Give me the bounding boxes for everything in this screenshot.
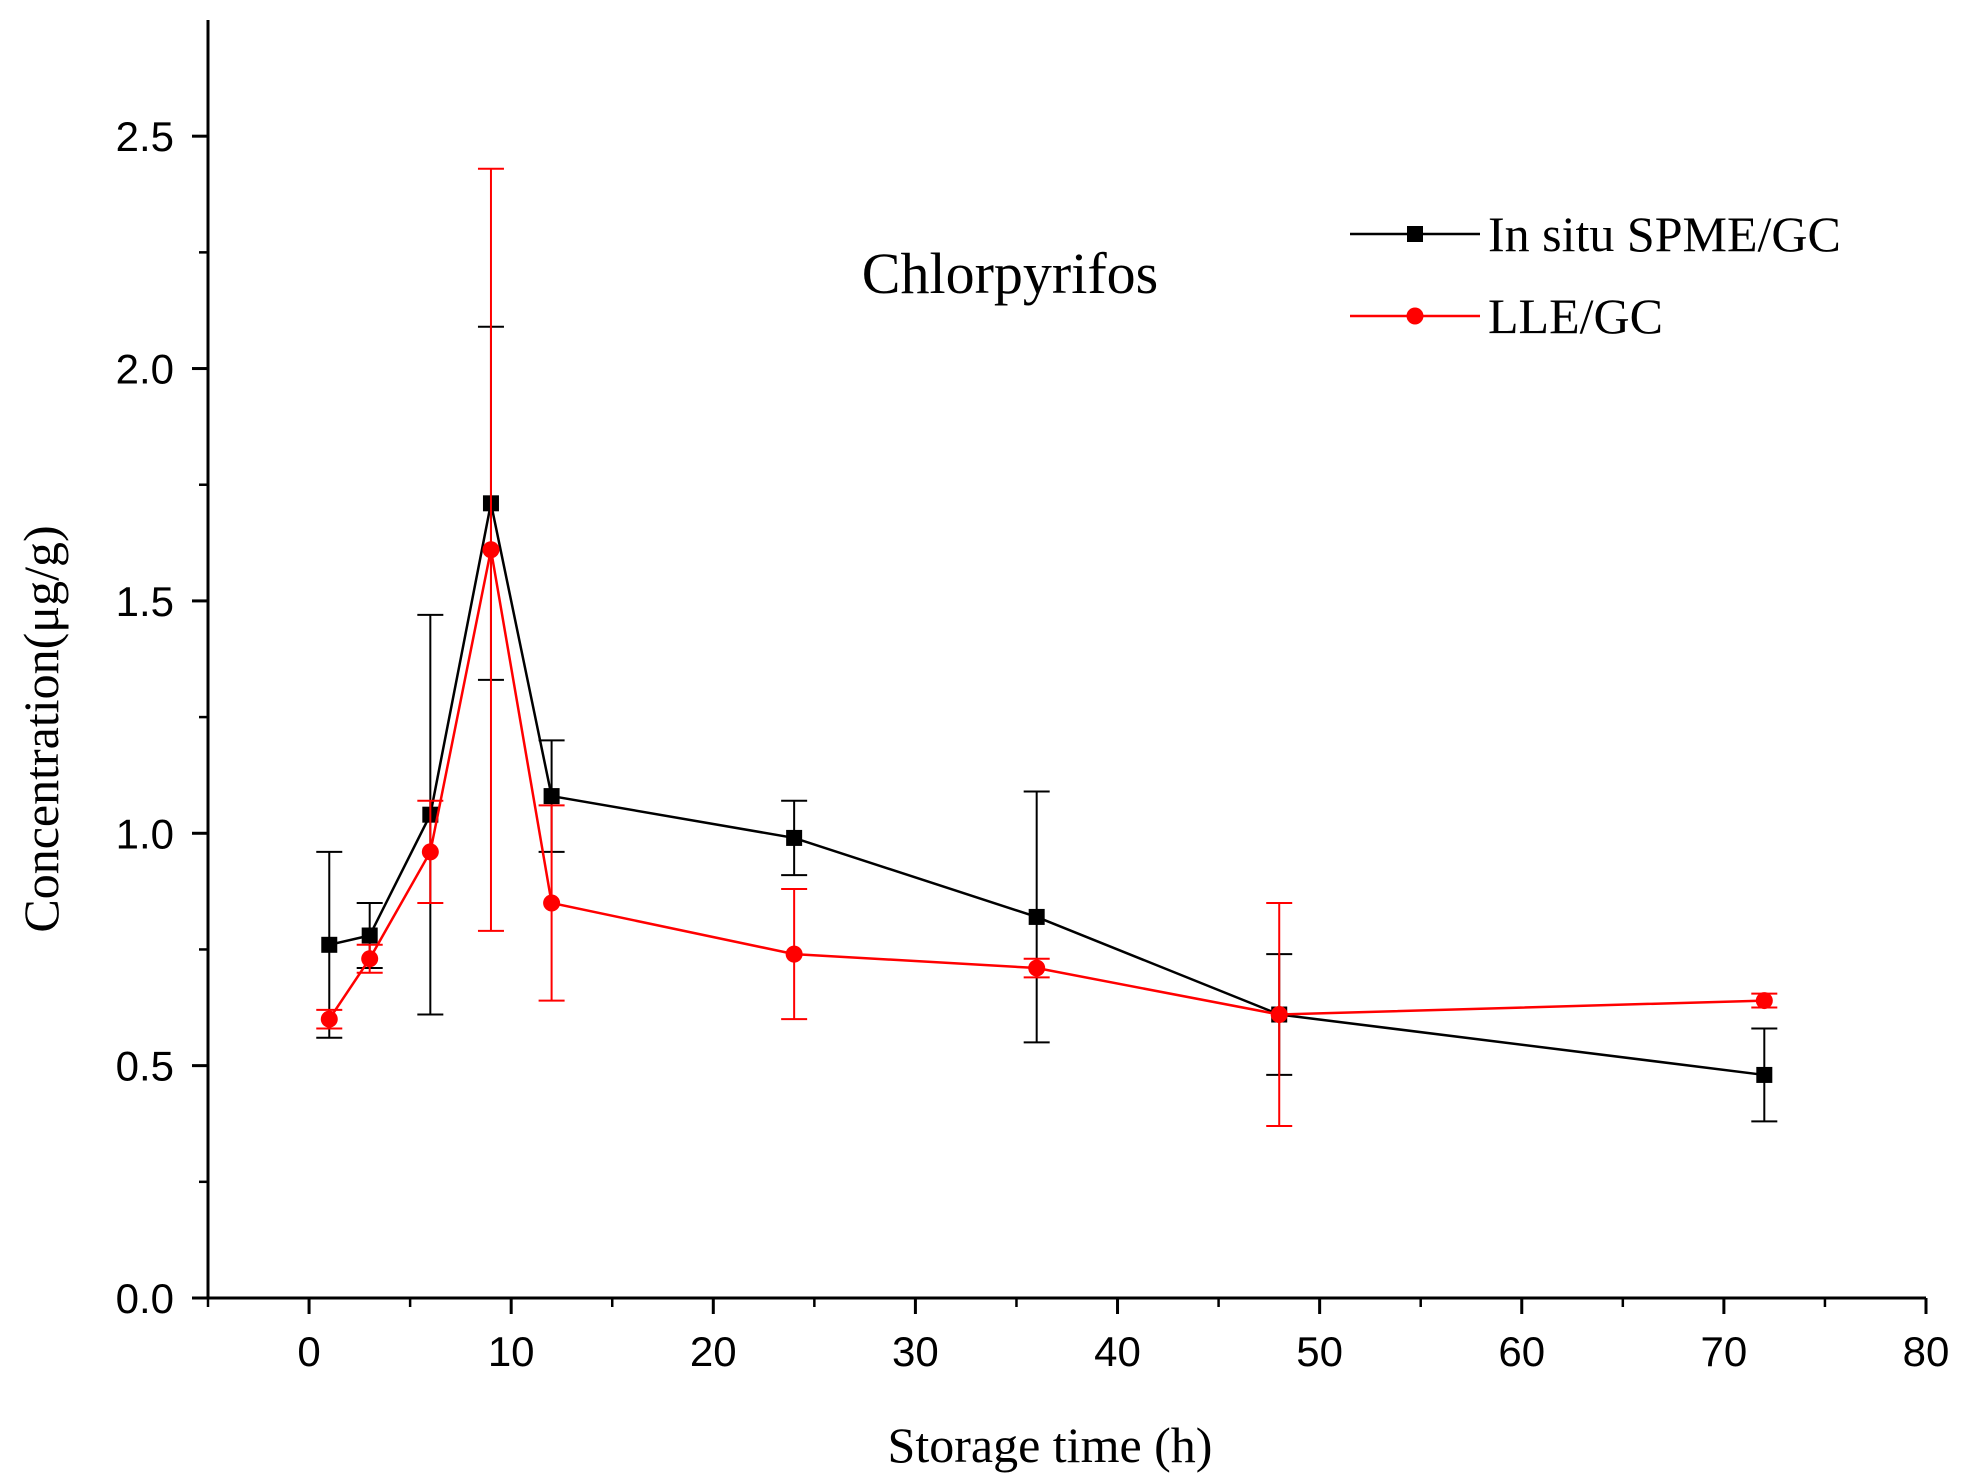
x-tick-label: 70 bbox=[1701, 1328, 1748, 1375]
legend-marker bbox=[1406, 307, 1424, 325]
x-tick-label: 20 bbox=[690, 1328, 737, 1375]
x-tick-label: 30 bbox=[892, 1328, 939, 1375]
data-point bbox=[361, 927, 378, 944]
legend-label: In situ SPME/GC bbox=[1488, 206, 1841, 262]
x-axis-title: Storage time (h) bbox=[888, 1417, 1213, 1473]
legend-marker bbox=[1407, 226, 1423, 242]
series-spme bbox=[316, 325, 1778, 1123]
y-tick-label: 2.5 bbox=[116, 113, 174, 160]
series-line bbox=[328, 549, 1765, 1020]
data-point bbox=[1028, 959, 1046, 977]
data-point bbox=[785, 945, 803, 963]
x-tick-label: 40 bbox=[1094, 1328, 1141, 1375]
x-tick-label: 0 bbox=[297, 1328, 320, 1375]
y-axis-title: Concentration(μg/g) bbox=[13, 525, 69, 932]
y-tick-label: 1.5 bbox=[116, 578, 174, 625]
data-point bbox=[321, 936, 338, 953]
data-point bbox=[543, 788, 560, 805]
data-point bbox=[361, 950, 379, 968]
axis-ticks: 0 10 20 30 40 50 60 70 80 0.0 0.5 1.0 1.5 2.0 2.5 bbox=[116, 113, 1950, 1375]
x-tick-label: 60 bbox=[1498, 1328, 1545, 1375]
data-point bbox=[421, 843, 439, 861]
legend-label: LLE/GC bbox=[1488, 288, 1663, 344]
legend-item: LLE/GC bbox=[1350, 288, 1663, 344]
data-point bbox=[1756, 1066, 1773, 1083]
y-tick-label: 1.0 bbox=[116, 810, 174, 857]
x-tick-label: 10 bbox=[488, 1328, 535, 1375]
legend-item: In situ SPME/GC bbox=[1350, 206, 1841, 262]
data-point bbox=[320, 1010, 338, 1028]
y-tick-label: 0.0 bbox=[116, 1275, 174, 1322]
data-point bbox=[543, 894, 561, 912]
data-point bbox=[786, 829, 803, 846]
y-tick-label: 0.5 bbox=[116, 1043, 174, 1090]
series-layer bbox=[316, 167, 1778, 1128]
axes bbox=[206, 20, 1926, 1300]
legend: In situ SPME/GC LLE/GC bbox=[1350, 206, 1841, 344]
x-tick-label: 80 bbox=[1903, 1328, 1950, 1375]
data-point bbox=[1270, 1006, 1288, 1024]
series-lle bbox=[316, 167, 1778, 1128]
chart-annotation: Chlorpyrifos bbox=[862, 241, 1158, 306]
data-point bbox=[482, 541, 500, 559]
x-tick-label: 50 bbox=[1296, 1328, 1343, 1375]
y-tick-label: 2.0 bbox=[116, 346, 174, 393]
data-point bbox=[1028, 908, 1045, 925]
data-point bbox=[1755, 992, 1773, 1010]
